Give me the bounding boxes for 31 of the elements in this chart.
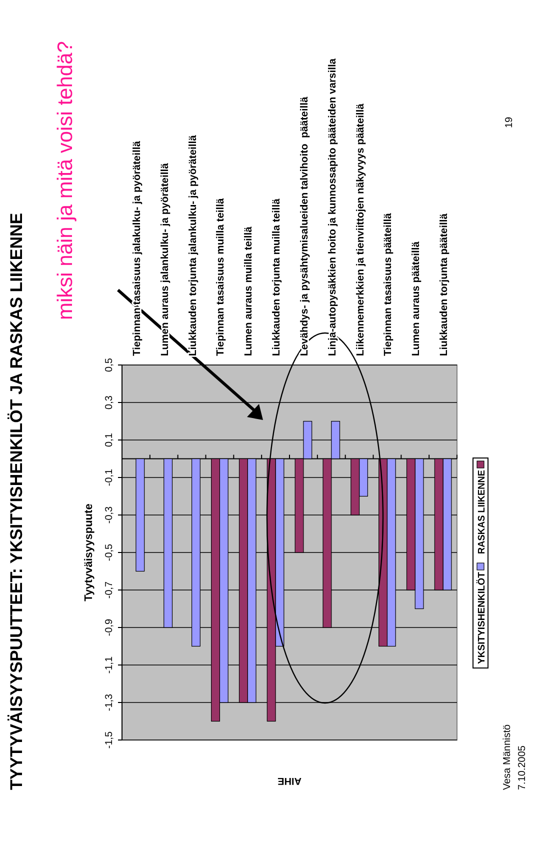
x-tick-label: Tiepinnan tasaisuus jalakulku- ja pyöräteillä (132, 140, 143, 356)
y-tick-label: -0,5 (104, 543, 115, 562)
text: Vesa Männistö (502, 724, 513, 790)
y-tick-label: 0,3 (104, 395, 115, 410)
text: 19 (504, 116, 515, 128)
text: TYYTYVÄISYYSPUUTTEET: YKSITYISHENKILÖT JA RASKAS LIIKENNE (7, 212, 26, 790)
x-tick-label: Lumen auraus pääteillä (411, 241, 422, 356)
y-tick-label: -1,3 (104, 693, 115, 712)
x-tick-label: Liukkauden torjunta jalankulku- ja pyöräteillä (188, 134, 199, 356)
x-tick-label: Liukkauden torjunta pääteillä (439, 213, 450, 356)
x-tick-label: Tiepinnan tasaisuus muilla teillä (216, 198, 227, 356)
y-tick-label: -0,1 (104, 468, 115, 486)
y-tick-label: -0,9 (104, 618, 115, 636)
x-tick-label: Liikennemerkkien ja tienviittojen näkyvyys pääteillä (355, 103, 366, 356)
x-tick-label: Linja-autopysäkkien hoito ja kunnossapito pääteiden varsilla (327, 58, 338, 356)
text: miksi näin ja mitä voisi tehdä? (54, 41, 77, 320)
legend-label: YKSITYISHENKILÖT (476, 572, 488, 664)
y-axis-title: Tyytyväisyyspuute (83, 504, 95, 602)
y-tick-label: -1,5 (104, 730, 115, 749)
text: 7.10.2005 (517, 745, 528, 790)
y-tick-label: 0,5 (104, 358, 115, 372)
x-tick-label: Liukkauden torjunta muilla teillä (272, 198, 283, 356)
x-tick-label: Lumen auraus muilla teillä (244, 226, 255, 356)
legend-label: RASKAS LIIKENNE (476, 466, 488, 554)
x-tick-label: Tiepinnan tasaisuus pääteillä (383, 212, 394, 356)
x-axis-title: AIHE (277, 775, 302, 786)
y-tick-label: -0,3 (104, 506, 115, 524)
x-tick-label: Levähdys- ja pysähtymisalueiden talvihoito pääteillä (299, 96, 310, 356)
y-tick-label: 0,1 (104, 432, 115, 447)
y-tick-label: -1,1 (104, 656, 115, 674)
y-tick-label: -0,7 (104, 580, 115, 599)
